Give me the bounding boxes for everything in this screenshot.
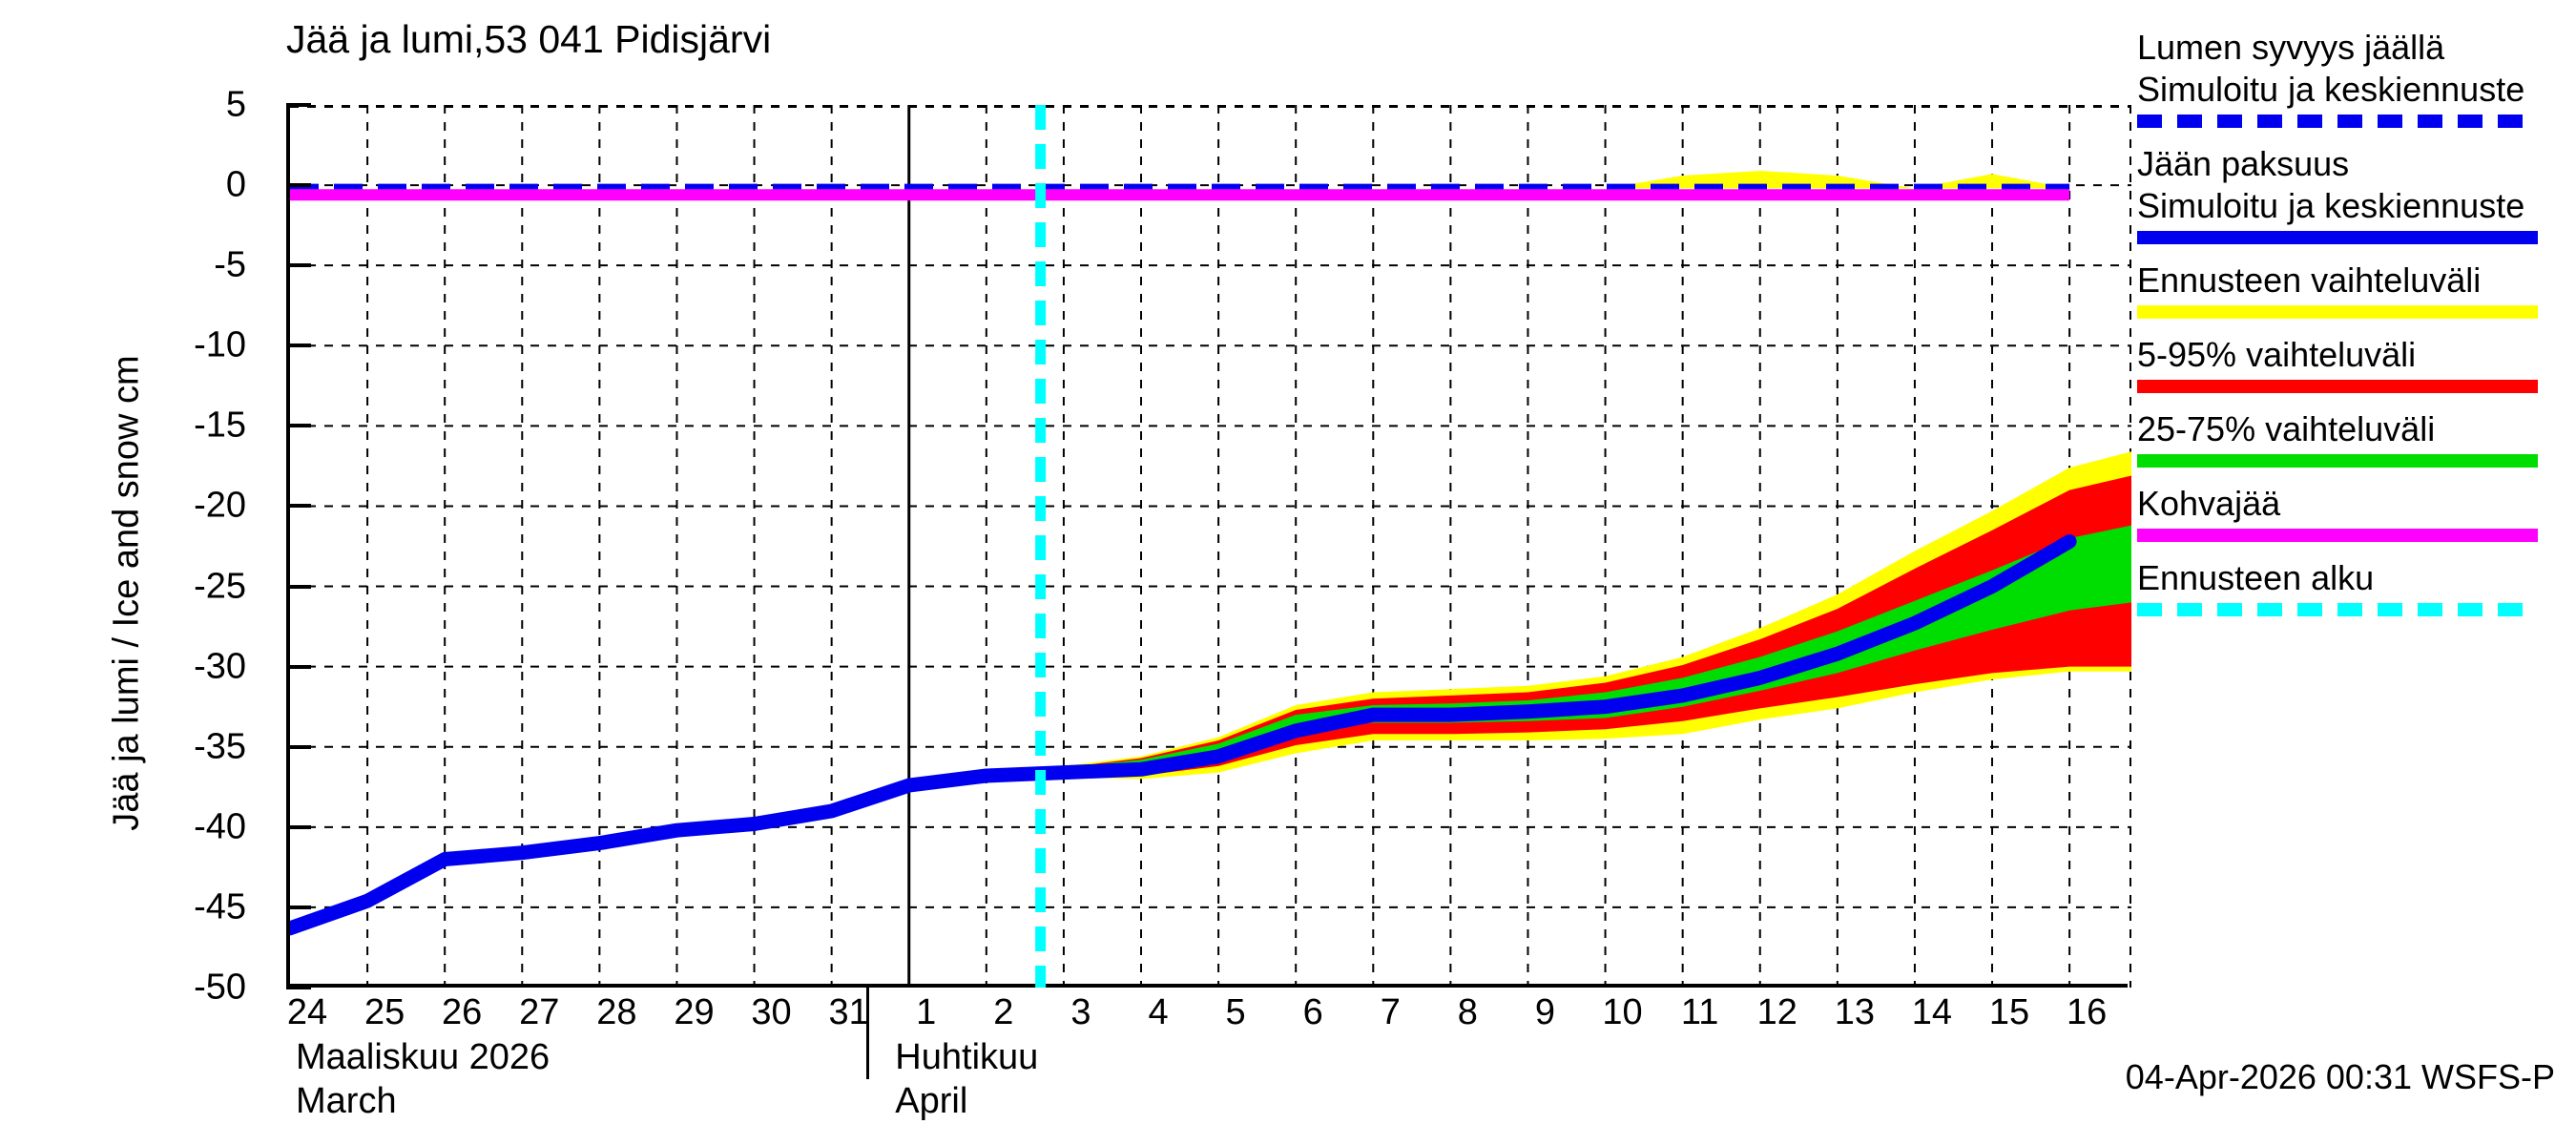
legend-item-ice-thickness[interactable]: Jään paksuus Simuloitu ja keskiennuste xyxy=(2137,143,2576,244)
legend-swatch-ice-thickness xyxy=(2137,231,2538,244)
chart-title: Jää ja lumi,53 041 Pidisjärvi xyxy=(286,17,772,61)
y-tick-mark xyxy=(286,824,311,829)
y-tick-label: -5 xyxy=(214,244,246,285)
band-ennusteen-vaihteluv-li xyxy=(1040,451,2131,780)
y-tick-mark xyxy=(286,744,311,749)
y-tick-label: -15 xyxy=(194,405,246,446)
x-tick-label: 13 xyxy=(1834,992,1875,1032)
legend-sublabel: Simuloitu ja keskiennuste xyxy=(2137,186,2525,225)
y-tick-mark xyxy=(286,344,311,348)
legend-item-forecast-start[interactable]: Ennusteen alku xyxy=(2137,557,2576,616)
x-tick-label: 25 xyxy=(364,992,405,1032)
uncertainty-bands xyxy=(1040,171,2131,780)
x-tick-label: 14 xyxy=(1911,992,1953,1032)
y-tick-label: -10 xyxy=(194,324,246,365)
month-label-fi: Huhtikuu xyxy=(895,1037,1039,1077)
y-tick-mark xyxy=(286,986,311,989)
month-label-fi: Maaliskuu 2026 xyxy=(296,1037,551,1077)
y-tick-label: -30 xyxy=(194,646,246,687)
x-tick-label: 31 xyxy=(828,992,869,1032)
x-tick-label: 10 xyxy=(1602,992,1643,1032)
y-tick-mark xyxy=(286,424,311,428)
x-tick-label: 5 xyxy=(1225,992,1246,1032)
y-tick-label: -50 xyxy=(194,967,246,1008)
x-tick-label: 28 xyxy=(596,992,637,1032)
x-tick-label: 15 xyxy=(1988,992,2030,1032)
legend-item-range-5-95[interactable]: 5-95% vaihteluväli xyxy=(2137,334,2576,393)
legend-swatch-forecast-range xyxy=(2137,305,2538,319)
x-tick-label: 1 xyxy=(916,992,937,1032)
legend-item-slush-ice[interactable]: Kohvajää xyxy=(2137,483,2576,542)
month-label-en: March xyxy=(296,1081,397,1121)
y-tick-mark xyxy=(286,584,311,589)
x-tick-label: 8 xyxy=(1457,992,1478,1032)
series-j-n-paksuus-simuloitu-ja-keskiennuste xyxy=(290,534,2077,936)
legend-label: 25-75% vaihteluväli xyxy=(2137,409,2436,448)
legend-label: Ennusteen vaihteluväli xyxy=(2137,260,2482,300)
legend: Lumen syvyys jäällä Simuloitu ja keskienn… xyxy=(2137,27,2576,632)
data-series xyxy=(290,183,2077,936)
y-tick-label: 0 xyxy=(225,164,246,205)
x-tick-label: 9 xyxy=(1534,992,1556,1032)
legend-swatch-range-25-75 xyxy=(2137,454,2538,468)
y-tick-label: 5 xyxy=(225,84,246,125)
y-tick-mark xyxy=(286,183,311,188)
legend-item-snow-depth-on-ice[interactable]: Lumen syvyys jäällä Simuloitu ja keskienn… xyxy=(2137,27,2576,128)
band-25-75-vaihteluv-li xyxy=(1040,525,2131,773)
plot-svg xyxy=(290,105,2131,988)
x-tick-label: 24 xyxy=(286,992,328,1032)
x-tick-label: 27 xyxy=(519,992,560,1032)
legend-label: 5-95% vaihteluväli xyxy=(2137,335,2417,374)
legend-label: Kohvajää xyxy=(2137,484,2281,523)
y-tick-mark xyxy=(286,504,311,509)
x-tick-label: 16 xyxy=(2066,992,2108,1032)
x-tick-label: 26 xyxy=(442,992,483,1032)
y-tick-mark xyxy=(286,263,311,268)
month-label-block: Huhtikuu April xyxy=(895,1035,1038,1123)
x-tick-label: 4 xyxy=(1148,992,1169,1032)
legend-swatch-snow-depth-on-ice xyxy=(2137,114,2538,128)
legend-swatch-forecast-start xyxy=(2137,603,2538,616)
x-tick-label: 12 xyxy=(1756,992,1797,1032)
y-tick-label: -40 xyxy=(194,806,246,847)
y-tick-mark xyxy=(286,664,311,669)
y-tick-label: -20 xyxy=(194,485,246,526)
y-tick-mark xyxy=(286,103,311,107)
footer-timestamp: 04-Apr-2026 00:31 WSFS-P xyxy=(2125,1057,2555,1096)
legend-label: Ennusteen alku xyxy=(2137,558,2375,597)
plot-area xyxy=(286,105,2131,988)
y-tick-mark xyxy=(286,905,311,909)
legend-swatch-slush-ice xyxy=(2137,529,2538,542)
y-tick-label: -35 xyxy=(194,726,246,767)
legend-item-forecast-range[interactable]: Ennusteen vaihteluväli xyxy=(2137,260,2576,319)
x-tick-label: 3 xyxy=(1070,992,1091,1032)
y-tick-label: -25 xyxy=(194,566,246,607)
y-axis-title: Jää ja lumi / Ice and snow cm xyxy=(106,355,147,831)
x-tick-label: 29 xyxy=(674,992,715,1032)
month-label-block: Maaliskuu 2026 March xyxy=(296,1035,550,1123)
legend-sublabel: Simuloitu ja keskiennuste xyxy=(2137,70,2525,109)
x-tick-label: 6 xyxy=(1302,992,1323,1032)
month-label-en: April xyxy=(895,1081,968,1121)
x-tick-label: 11 xyxy=(1680,992,1719,1032)
y-axis-labels: 5 0 -5 -10 -15 -20 -25 -30 -35 -40 -45 -50 Jää ja lu… xyxy=(0,85,277,1008)
month-separator xyxy=(866,988,870,1079)
legend-label: Jään paksuus xyxy=(2137,144,2350,183)
legend-swatch-range-5-95 xyxy=(2137,380,2538,393)
x-tick-label: 7 xyxy=(1380,992,1401,1032)
x-tick-label: 30 xyxy=(751,992,792,1032)
legend-label: Lumen syvyys jäällä xyxy=(2137,28,2445,67)
x-tick-label: 2 xyxy=(993,992,1014,1032)
y-tick-label: -45 xyxy=(194,886,246,927)
legend-item-range-25-75[interactable]: 25-75% vaihteluväli xyxy=(2137,408,2576,468)
grid-lines xyxy=(290,105,2131,988)
